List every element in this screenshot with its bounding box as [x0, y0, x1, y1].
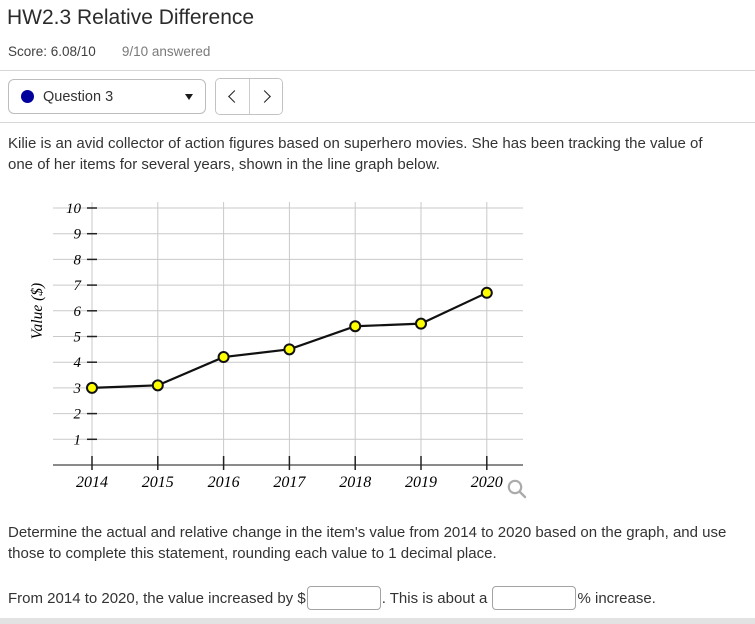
svg-text:Value ($): Value ($): [29, 283, 46, 339]
chevron-down-icon: [185, 93, 193, 100]
chevron-left-icon: [227, 90, 241, 103]
page-title: HW2.3 Relative Difference: [7, 6, 255, 29]
svg-text:2014: 2014: [76, 474, 108, 491]
svg-text:4: 4: [74, 355, 82, 371]
svg-text:2018: 2018: [339, 474, 371, 491]
svg-text:3: 3: [73, 381, 82, 397]
statement-text-1: From 2014 to 2020, the value increased b…: [8, 589, 306, 607]
relative-change-input[interactable]: [492, 586, 577, 610]
previous-question-button[interactable]: [216, 79, 249, 114]
svg-text:5: 5: [74, 330, 82, 346]
svg-text:2020: 2020: [471, 474, 503, 491]
nav-divider: [0, 122, 755, 123]
actual-change-input[interactable]: [306, 586, 381, 610]
svg-text:2: 2: [74, 407, 82, 423]
svg-text:2019: 2019: [405, 474, 437, 491]
svg-text:7: 7: [74, 278, 83, 294]
statement-text-3: % increase.: [577, 589, 656, 607]
question-select-label: Question 3: [43, 88, 114, 105]
svg-text:2016: 2016: [208, 474, 240, 491]
svg-text:6: 6: [74, 304, 82, 320]
svg-text:2015: 2015: [142, 474, 174, 491]
answer-statement: From 2014 to 2020, the value increased b…: [8, 586, 753, 610]
svg-text:1: 1: [74, 432, 82, 448]
top-divider: [0, 70, 755, 71]
bottom-scrollbar[interactable]: [0, 618, 755, 624]
value-line-chart: 1 2 3 4 5 6 7 8 9 10 2014 2015 2016 2017 2018 2019 2020 V…: [0, 195, 540, 507]
svg-text:2017: 2017: [273, 474, 306, 491]
question-pager: [215, 78, 283, 115]
answered-count-text: 9/10 answered: [121, 44, 211, 59]
score-bar: Score: 6.08/10 9/10 answered: [8, 44, 210, 59]
chevron-right-icon: [258, 90, 271, 103]
score-text: Score: 6.08/10: [8, 44, 96, 59]
graph-zoom-icon[interactable]: [503, 476, 529, 502]
statement-text-2: . This is about a: [381, 589, 492, 607]
question-nav: Question 3: [8, 78, 283, 115]
instructions-text: Determine the actual and relative change…: [8, 524, 727, 562]
svg-text:10: 10: [66, 201, 82, 217]
svg-text:8: 8: [74, 252, 82, 268]
svg-text:9: 9: [74, 227, 82, 243]
question-select-dropdown[interactable]: Question 3: [8, 79, 206, 114]
question-prompt: Kilie is an avid collector of action fig…: [8, 135, 703, 173]
next-question-button[interactable]: [249, 79, 282, 114]
question-status-dot-icon: [21, 90, 34, 103]
